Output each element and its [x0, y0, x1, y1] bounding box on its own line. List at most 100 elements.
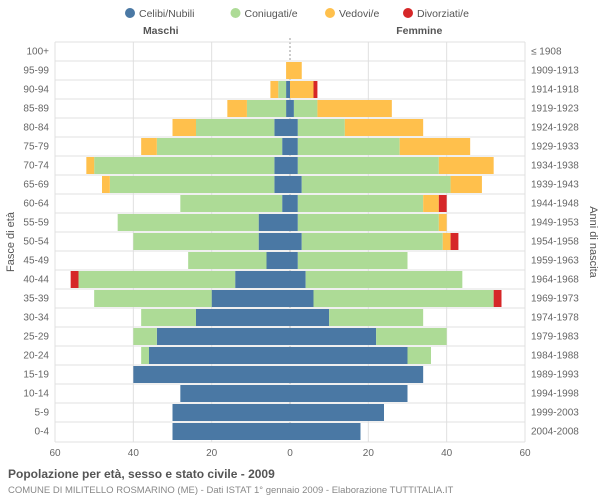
bar-f-celibi	[290, 309, 329, 326]
bar-m-vedovi	[227, 100, 247, 117]
legend-swatch-divorziati	[403, 8, 413, 18]
age-label: 15-19	[23, 370, 49, 381]
bar-m-celibi	[157, 328, 290, 345]
bar-m-coniugati	[157, 138, 282, 155]
bar-f-divorziati	[314, 81, 318, 98]
bar-f-coniugati	[302, 233, 443, 250]
birth-label: 1954-1958	[531, 237, 579, 248]
age-label: 90-94	[23, 85, 49, 96]
age-label: 95-99	[23, 66, 49, 77]
bar-f-celibi	[290, 328, 376, 345]
bar-f-celibi	[290, 233, 302, 250]
bar-m-celibi	[173, 423, 291, 440]
bar-f-divorziati	[439, 195, 447, 212]
birth-label: 1949-1953	[531, 218, 579, 229]
age-label: 40-44	[23, 275, 49, 286]
bar-m-coniugati	[79, 271, 236, 288]
x-tick: 60	[519, 448, 531, 459]
bar-f-vedovi	[443, 233, 451, 250]
bar-f-celibi	[290, 423, 361, 440]
bar-f-coniugati	[298, 138, 400, 155]
legend-swatch-coniugati	[231, 8, 241, 18]
bar-m-celibi	[235, 271, 290, 288]
bar-m-coniugati	[188, 252, 266, 269]
x-tick: 60	[49, 448, 61, 459]
bar-m-coniugati	[133, 233, 258, 250]
birth-label: 1969-1973	[531, 294, 579, 305]
bar-m-divorziati	[71, 271, 79, 288]
age-label: 70-74	[23, 161, 49, 172]
bar-m-vedovi	[141, 138, 157, 155]
bar-m-celibi	[149, 347, 290, 364]
bar-m-coniugati	[141, 309, 196, 326]
bar-m-coniugati	[278, 81, 286, 98]
col-head-right: Femmine	[396, 25, 442, 37]
bar-m-celibi	[133, 366, 290, 383]
bar-m-coniugati	[133, 328, 157, 345]
bar-m-celibi	[212, 290, 290, 307]
birth-label: 1974-1978	[531, 313, 579, 324]
birth-label: 1924-1928	[531, 123, 579, 134]
bar-m-vedovi	[286, 62, 290, 79]
bar-m-celibi	[267, 252, 291, 269]
col-head-left: Maschi	[143, 25, 179, 37]
bar-f-coniugati	[294, 100, 318, 117]
birth-label: 1994-1998	[531, 389, 579, 400]
bar-f-coniugati	[408, 347, 432, 364]
age-label: 100+	[26, 47, 49, 58]
legend-label-vedovi: Vedovi/e	[339, 8, 379, 20]
age-label: 25-29	[23, 332, 49, 343]
bar-f-vedovi	[423, 195, 439, 212]
bar-m-coniugati	[247, 100, 286, 117]
bar-f-coniugati	[298, 195, 423, 212]
x-tick: 20	[363, 448, 375, 459]
population-pyramid-chart: Celibi/NubiliConiugati/eVedovi/eDivorzia…	[0, 0, 600, 500]
age-label: 80-84	[23, 123, 49, 134]
bar-f-coniugati	[376, 328, 447, 345]
bar-m-celibi	[282, 195, 290, 212]
age-label: 10-14	[23, 389, 49, 400]
age-label: 65-69	[23, 180, 49, 191]
bar-m-vedovi	[270, 81, 278, 98]
bar-f-divorziati	[494, 290, 502, 307]
bar-f-vedovi	[290, 62, 302, 79]
bar-m-coniugati	[110, 176, 275, 193]
bar-m-coniugati	[180, 195, 282, 212]
bar-f-coniugati	[306, 271, 463, 288]
bar-f-celibi	[290, 252, 298, 269]
bar-f-vedovi	[400, 138, 471, 155]
bar-f-celibi	[290, 138, 298, 155]
birth-label: ≤ 1908	[531, 47, 562, 58]
age-label: 60-64	[23, 199, 49, 210]
birth-label: 1909-1913	[531, 66, 579, 77]
bar-f-celibi	[290, 404, 384, 421]
bar-m-celibi	[274, 176, 290, 193]
birth-label: 1979-1983	[531, 332, 579, 343]
bar-f-celibi	[290, 366, 423, 383]
birth-label: 1939-1943	[531, 180, 579, 191]
bar-f-vedovi	[439, 214, 447, 231]
bar-m-coniugati	[94, 290, 211, 307]
bar-f-celibi	[290, 214, 298, 231]
bar-f-celibi	[290, 385, 408, 402]
bar-f-vedovi	[345, 119, 423, 136]
bar-f-celibi	[290, 119, 298, 136]
age-label: 30-34	[23, 313, 49, 324]
bar-m-coniugati	[94, 157, 274, 174]
x-tick: 0	[287, 448, 293, 459]
birth-label: 1944-1948	[531, 199, 579, 210]
bar-f-coniugati	[298, 157, 439, 174]
bar-m-celibi	[173, 404, 291, 421]
bar-f-celibi	[290, 157, 298, 174]
bar-f-coniugati	[298, 119, 345, 136]
bar-m-coniugati	[118, 214, 259, 231]
legend-swatch-celibi	[125, 8, 135, 18]
footer-title: Popolazione per età, sesso e stato civil…	[8, 467, 275, 481]
birth-label: 1959-1963	[531, 256, 579, 267]
bar-m-celibi	[274, 119, 290, 136]
bar-m-coniugati	[196, 119, 274, 136]
bar-f-coniugati	[298, 214, 439, 231]
birth-label: 1999-2003	[531, 408, 579, 419]
bar-f-celibi	[290, 290, 314, 307]
bar-m-vedovi	[102, 176, 110, 193]
